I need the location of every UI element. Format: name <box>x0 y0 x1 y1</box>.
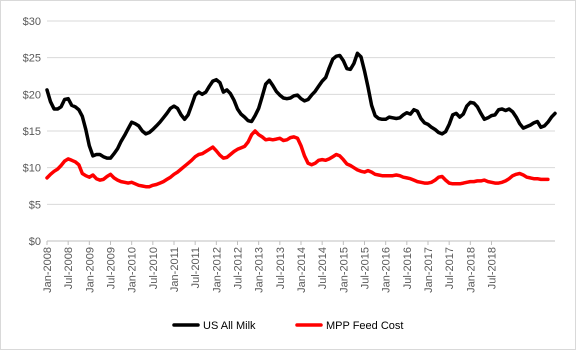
y-tick-label: $10 <box>23 163 41 175</box>
gridlines <box>47 20 555 242</box>
x-tick-label: Jul-2008 <box>63 247 75 289</box>
x-tick-label: Jul-2012 <box>233 247 245 289</box>
y-tick-label: $15 <box>23 126 41 138</box>
x-tick-label: Jul-2011 <box>190 247 202 288</box>
series-line-mpp-feed-cost <box>45 129 550 189</box>
x-tick-label: Jan-2018 <box>465 247 477 293</box>
y-axis-ticks: $0 $5 $10 $15 $20 $25 $30 <box>23 16 41 248</box>
x-tick-label: Jan-2012 <box>211 247 223 293</box>
series-line-us-all-milk <box>45 51 557 160</box>
x-tick-label: Jul-2016 <box>402 247 414 289</box>
legend: US All Milk MPP Feed Cost <box>172 320 403 332</box>
x-tick-label: Jan-2016 <box>381 247 393 293</box>
x-tick-label: Jul-2013 <box>275 247 287 289</box>
x-tick-label: Jul-2014 <box>317 247 329 289</box>
x-tick-label: Jan-2010 <box>127 247 139 293</box>
series-lines <box>45 51 557 189</box>
x-tick-label: Jul-2009 <box>106 247 118 289</box>
legend-label: MPP Feed Cost <box>326 320 403 332</box>
x-tick-label: Jan-2013 <box>254 247 266 293</box>
x-tick-label: Jan-2008 <box>42 247 54 293</box>
y-tick-label: $5 <box>29 199 41 211</box>
y-tick-label: $30 <box>23 16 41 28</box>
x-tick-label: Jan-2014 <box>296 247 308 293</box>
legend-label: US All Milk <box>203 320 256 332</box>
x-tick-label: Jul-2015 <box>360 247 372 289</box>
x-tick-label: Jul-2017 <box>444 247 456 289</box>
x-tick-label: Jan-2015 <box>338 247 350 293</box>
x-tick-label: Jul-2010 <box>148 247 160 289</box>
x-tick-label: Jan-2009 <box>84 247 96 293</box>
x-tick-label: Jan-2011 <box>169 247 181 292</box>
y-tick-label: $20 <box>23 89 41 101</box>
x-tick-label: Jan-2017 <box>423 247 435 293</box>
x-axis: Jan-2008 Jul-2008 Jan-2009 Jul-2009 Jan-2010… <box>42 240 555 293</box>
y-tick-label: $25 <box>23 53 41 65</box>
y-tick-label: $0 <box>29 236 41 248</box>
x-tick-label: Jul-2018 <box>487 247 499 289</box>
